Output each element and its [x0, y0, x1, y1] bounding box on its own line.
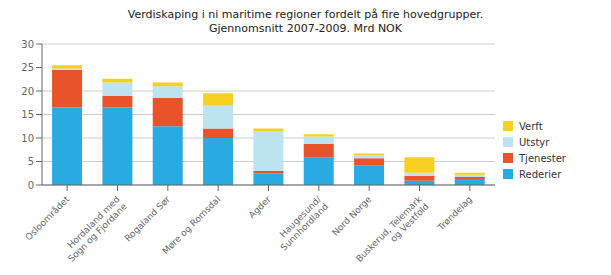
html-text:Gjennomsnitt 2007-2009. Mrd NO: Gjennomsnitt 2007-2009. Mrd NOK [209, 22, 402, 35]
svg-text:0: 0 [28, 180, 34, 191]
html-text:Utstyr: Utstyr [519, 136, 550, 148]
svg-text:Osloområdet: Osloområdet [23, 194, 71, 242]
svg-text:Rogaland Sør: Rogaland Sør [123, 194, 173, 244]
svg-text:Møre og Romsdal: Møre og Romsdal [160, 194, 222, 256]
svg-text:Haugesund/Sunnhordland: Haugesund/Sunnhordland [272, 193, 331, 252]
svg-text:20: 20 [21, 86, 34, 97]
svg-text:Nord Norge: Nord Norge [330, 194, 374, 238]
svg-text:Hordaland medSogn og Fjordane: Hordaland medSogn og Fjordane [59, 194, 129, 264]
html-text:Verft: Verft [519, 120, 543, 132]
html-text:Rederier: Rederier [519, 168, 562, 180]
svg-text:30: 30 [21, 39, 34, 50]
svg-text:15: 15 [21, 109, 34, 120]
svg-text:5: 5 [28, 156, 34, 167]
html-text:Tjenester: Tjenester [519, 152, 566, 164]
svg-text:Agder: Agder [247, 194, 273, 220]
svg-text:Trøndelag: Trøndelag [435, 194, 474, 233]
svg-text:10: 10 [21, 133, 34, 144]
svg-text:25: 25 [21, 62, 34, 73]
svg-text:Buskerud, Telemarkog Vestfold: Buskerud, Telemarkog Vestfold [354, 194, 431, 267]
html-text:Verdiskaping i ni maritime reg: Verdiskaping i ni maritime regioner ford… [127, 8, 484, 21]
